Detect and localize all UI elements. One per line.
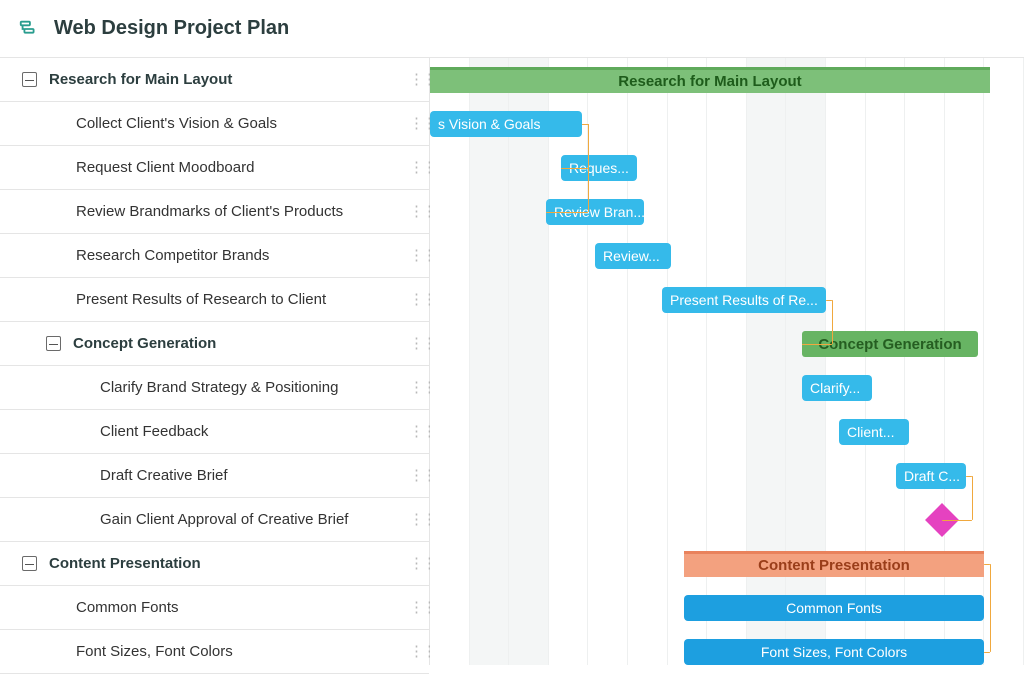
page-header: Web Design Project Plan [0,0,1024,58]
dependency-line [972,476,973,520]
task-label: Present Results of Research to Client [76,291,326,308]
task-label: Draft Creative Brief [100,467,228,484]
gantt-bar[interactable]: Research for Main Layout [430,67,990,93]
dependency-line [832,300,833,344]
task-label: Research for Main Layout [49,71,232,88]
task-row[interactable]: Gain Client Approval of Creative Brief [0,498,429,542]
task-row[interactable]: Concept Generation [0,322,429,366]
task-label: Clarify Brand Strategy & Positioning [100,379,338,396]
task-row[interactable]: Draft Creative Brief [0,454,429,498]
task-row[interactable]: Clarify Brand Strategy & Positioning [0,366,429,410]
task-row[interactable]: Research for Main Layout [0,58,429,102]
dependency-line [984,652,990,653]
gantt-bar[interactable]: Common Fonts [684,595,984,621]
task-label: Gain Client Approval of Creative Brief [100,511,348,528]
gantt-bar[interactable]: Clarify... [802,375,872,401]
task-label: Content Presentation [49,555,201,572]
gantt-bar-label: Present Results of Re... [670,292,818,308]
task-label: Concept Generation [73,335,216,352]
dependency-line [990,564,991,652]
collapse-toggle[interactable] [46,336,61,351]
task-row[interactable]: Client Feedback [0,410,429,454]
gantt-bars-layer: Research for Main Layout s Vision & Goals… [430,58,1024,665]
drag-handle-icon[interactable] [409,430,419,434]
drag-handle-icon[interactable] [409,254,419,258]
drag-handle-icon[interactable] [409,210,419,214]
gantt-bar[interactable]: Present Results of Re... [662,287,826,313]
drag-handle-icon[interactable] [409,122,419,126]
task-list-panel: Research for Main Layout Collect Client's… [0,58,430,665]
gantt-bar-label: Font Sizes, Font Colors [761,644,907,660]
task-row[interactable]: Present Results of Research to Client [0,278,429,322]
task-row[interactable]: Content Presentation [0,542,429,586]
gantt-bar[interactable]: Font Sizes, Font Colors [684,639,984,665]
drag-handle-icon[interactable] [409,166,419,170]
gantt-bar-label: Draft C... [904,468,960,484]
dependency-line [588,124,589,212]
task-label: Common Fonts [76,599,179,616]
gantt-bar[interactable]: Client... [839,419,909,445]
gantt-logo-icon [18,18,40,40]
task-row[interactable]: Review Brandmarks of Client's Products [0,190,429,234]
task-row[interactable]: Common Fonts [0,586,429,630]
task-label: Research Competitor Brands [76,247,269,264]
dependency-line [966,476,972,477]
gantt-bar-label: Research for Main Layout [618,73,801,90]
drag-handle-icon[interactable] [409,386,419,390]
drag-handle-icon[interactable] [409,474,419,478]
dependency-line [826,300,832,301]
dependency-line [802,344,832,345]
gantt-bar-label: Content Presentation [758,557,910,574]
task-row[interactable]: Research Competitor Brands [0,234,429,278]
dependency-line [561,168,588,169]
task-row[interactable]: Collect Client's Vision & Goals [0,102,429,146]
gantt-bar[interactable]: Content Presentation [684,551,984,577]
gantt-bar-label: Review... [603,248,660,264]
drag-handle-icon[interactable] [409,562,419,566]
dependency-line [984,564,990,565]
task-label: Client Feedback [100,423,208,440]
dependency-line [942,520,972,521]
gantt-bar[interactable]: s Vision & Goals [430,111,582,137]
task-row[interactable]: Font Sizes, Font Colors [0,630,429,674]
gantt-bar-label: Common Fonts [786,600,882,616]
dependency-line [582,124,588,125]
dependency-line [546,212,588,213]
task-label: Review Brandmarks of Client's Products [76,203,343,220]
drag-handle-icon[interactable] [409,342,419,346]
page-title: Web Design Project Plan [54,17,289,40]
drag-handle-icon[interactable] [409,650,419,654]
task-label: Font Sizes, Font Colors [76,643,233,660]
collapse-toggle[interactable] [22,556,37,571]
gantt-bar[interactable]: Review... [595,243,671,269]
main-content: Research for Main Layout Collect Client's… [0,58,1024,665]
gantt-bar[interactable]: Draft C... [896,463,966,489]
gantt-chart: Research for Main Layout s Vision & Goals… [430,58,1024,665]
gantt-bar-label: Clarify... [810,380,860,396]
task-label: Collect Client's Vision & Goals [76,115,277,132]
drag-handle-icon[interactable] [409,518,419,522]
task-row[interactable]: Request Client Moodboard [0,146,429,190]
collapse-toggle[interactable] [22,72,37,87]
drag-handle-icon[interactable] [409,78,419,82]
drag-handle-icon[interactable] [409,606,419,610]
gantt-bar-label: s Vision & Goals [438,116,540,132]
task-label: Request Client Moodboard [76,159,254,176]
gantt-bar-label: Client... [847,424,894,440]
gantt-bar-label: Concept Generation [818,336,961,353]
drag-handle-icon[interactable] [409,298,419,302]
